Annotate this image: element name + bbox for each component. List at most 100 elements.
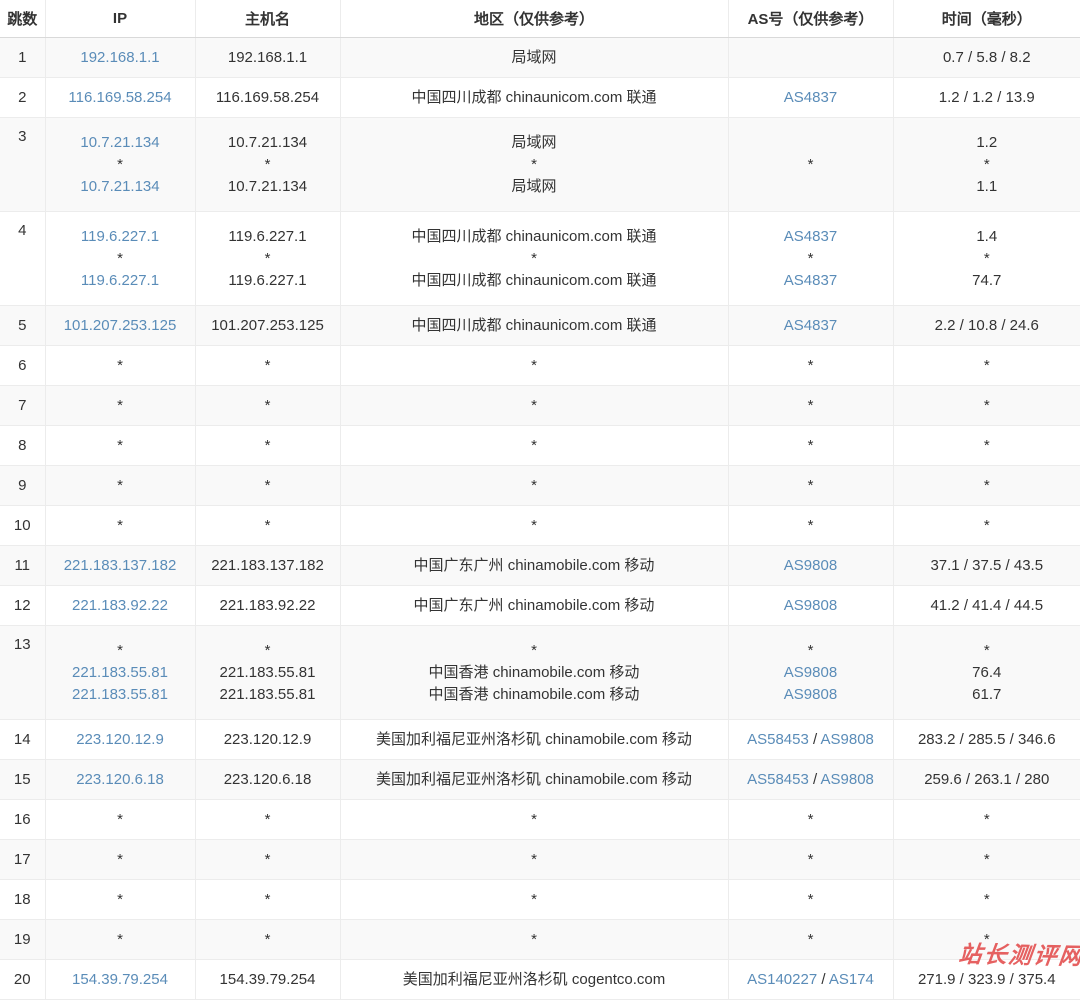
cell-ip: * [45,799,196,840]
cell-ip: 10.7.21.134 * 10.7.21.134 [45,117,196,212]
as-link[interactable]: AS4837 [783,88,838,106]
as-link[interactable]: AS9808 [783,663,838,681]
cell-line: * [264,436,271,454]
cell-region: 美国加利福尼亚州洛杉矶 cogentco.com [340,959,729,1000]
cell-line: * [983,396,990,414]
cell-line: 221.183.92.22 [50,595,191,617]
cell-line: * [983,850,990,868]
cell-region: 中国四川成都 chinaunicom.com 联通 [340,77,729,118]
ip-link[interactable]: 221.183.92.22 [72,596,168,614]
as-link[interactable]: AS9808 [783,556,838,574]
ip-link[interactable]: 10.7.21.134 [80,177,160,195]
cell-line: * [807,249,814,267]
cell-line: 192.168.1.1 [50,47,191,69]
cell-line: * [117,810,123,828]
cell-region: 局域网 * 局域网 [340,117,729,212]
cell-ip: 192.168.1.1 [45,37,196,78]
ip-link[interactable]: 192.168.1.1 [80,48,160,66]
cell-line: * [983,641,990,659]
as-link[interactable]: AS4837 [783,227,838,245]
cell-hop: 16 [0,799,46,840]
cell-line: * [983,810,990,828]
cell-line: 271.9 / 323.9 / 375.4 [917,970,1056,988]
table-row: 1 192.168.1.1 192.168.1.1 局域网 0.7 / 5.8 / 8.… [0,37,1080,78]
as-link[interactable]: AS4837 [783,271,838,289]
as-link[interactable]: AS174 [828,970,874,988]
cell-line: AS9808 [733,662,889,684]
table-row: 12 221.183.92.22 221.183.92.22 中国广东广州 china… [0,585,1080,626]
cell-line: 中国四川成都 chinaunicom.com 联通 [411,88,657,106]
cell-line: * [531,436,537,454]
cell-as: * [728,839,894,880]
cell-hop: 15 [0,759,46,800]
cell-line: * [117,155,123,173]
ip-link[interactable]: 10.7.21.134 [80,133,160,151]
as-link[interactable]: AS4837 [783,316,838,334]
cell-line: 61.7 [972,685,1002,703]
cell-time: * [893,505,1080,546]
cell-line: * [117,890,123,908]
cell-time: 259.6 / 263.1 / 280 [893,759,1080,800]
column-header-region: 地区（仅供参考） [340,0,729,38]
cell-line: * [531,155,537,173]
ip-link[interactable]: 221.183.55.81 [72,663,168,681]
cell-host: * [195,465,341,506]
cell-host: 119.6.227.1 * 119.6.227.1 [195,211,341,306]
cell-line: 10.7.21.134 [50,176,191,198]
cell-as: * [728,385,894,426]
ip-link[interactable]: 223.120.12.9 [76,730,164,748]
as-link[interactable]: AS140227 [747,970,818,988]
cell-as: AS58453 / AS9808 [728,759,894,800]
cell-hop: 12 [0,585,46,626]
cell-line: * [807,641,814,659]
cell-line: 10.7.21.134 [50,132,191,154]
ip-link[interactable]: 221.183.55.81 [72,685,168,703]
as-link[interactable]: AS9808 [820,730,874,748]
cell-line: * [531,356,537,374]
ip-link[interactable]: 101.207.253.125 [63,316,177,334]
cell-line: 0.7 / 5.8 / 8.2 [942,48,1031,66]
ip-link[interactable]: 119.6.227.1 [80,271,160,289]
cell-line: 中国四川成都 chinaunicom.com 联通 [411,271,657,289]
cell-line: * [531,476,537,494]
cell-line: 192.168.1.1 [227,48,308,66]
ip-link[interactable]: 119.6.227.1 [80,227,160,245]
cell-line: 中国广东广州 chinamobile.com 移动 [413,556,655,574]
cell-ip: * [45,505,196,546]
cell-line: * [983,516,990,534]
cell-line: 局域网 [511,177,557,195]
cell-line: 1.2 [976,133,998,151]
cell-ip: * [45,465,196,506]
cell-line: 221.183.92.22 [219,596,316,614]
table-row: 8 * * * * * [0,425,1080,466]
cell-time: * [893,345,1080,386]
cell-as: * [728,425,894,466]
cell-host: * [195,385,341,426]
as-link[interactable]: AS58453 [747,770,809,788]
table-body: 1 192.168.1.1 192.168.1.1 局域网 0.7 / 5.8 / 8.… [0,37,1080,1000]
as-link[interactable]: AS9808 [820,770,874,788]
as-link[interactable]: AS58453 [747,730,809,748]
cell-as: * [728,117,894,212]
cell-line: 119.6.227.1 [228,227,307,245]
ip-link[interactable]: 223.120.6.18 [76,770,164,788]
cell-host: * [195,505,341,546]
cell-line: * [807,436,814,454]
cell-line: * [983,930,990,948]
cell-region: 美国加利福尼亚州洛杉矶 chinamobile.com 移动 [340,759,729,800]
cell-host: * [195,919,341,960]
cell-line: 美国加利福尼亚州洛杉矶 chinamobile.com 移动 [376,770,692,788]
cell-line: 美国加利福尼亚州洛杉矶 cogentco.com [402,970,666,988]
cell-line: 154.39.79.254 [50,969,191,991]
cell-line: 2.2 / 10.8 / 24.6 [934,316,1039,334]
ip-link[interactable]: 116.169.58.254 [68,88,172,106]
ip-link[interactable]: 221.183.137.182 [63,556,177,574]
cell-line: AS9808 [733,595,889,617]
table-row: 10 * * * * * [0,505,1080,546]
as-link[interactable]: AS9808 [783,596,838,614]
as-link[interactable]: AS9808 [783,685,838,703]
cell-line: 中国四川成都 chinaunicom.com 联通 [411,316,657,334]
cell-line: * [264,516,271,534]
cell-ip: 221.183.92.22 [45,585,196,626]
ip-link[interactable]: 154.39.79.254 [72,970,168,988]
